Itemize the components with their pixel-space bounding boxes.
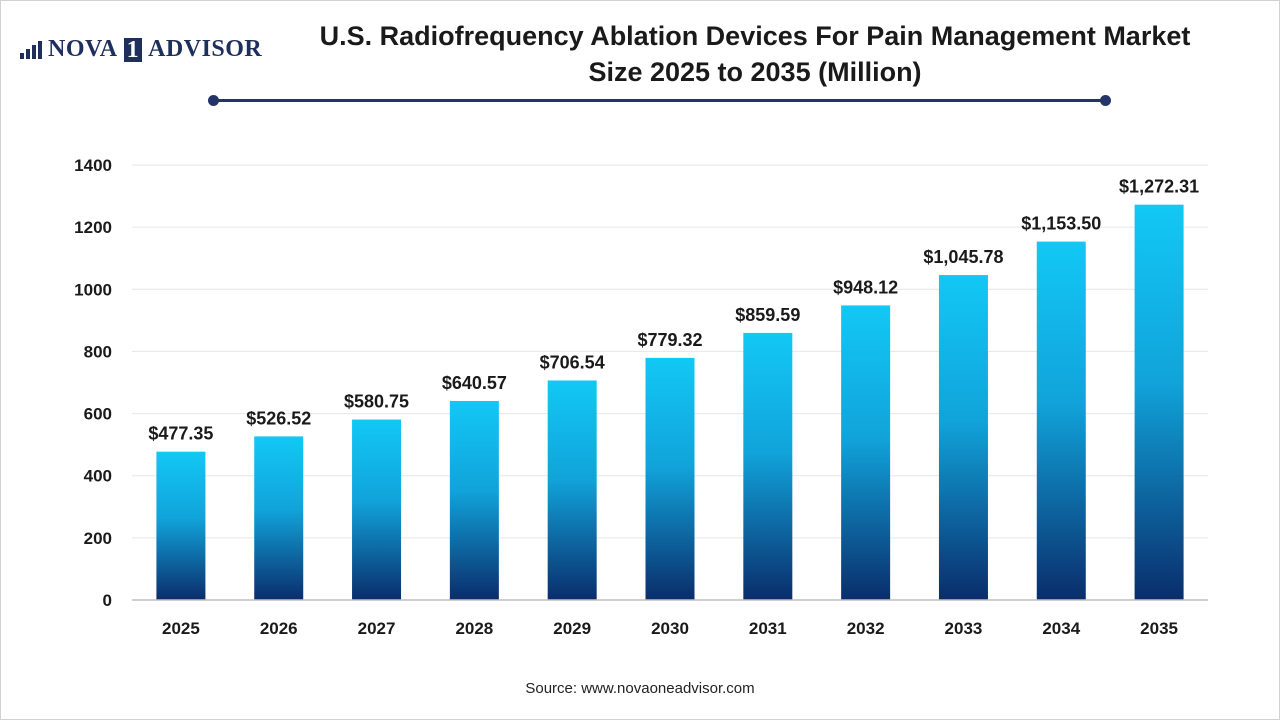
logo-bars-icon [20,40,42,59]
x-tick-label-2034: 2034 [1042,619,1080,638]
x-tick-label-2029: 2029 [553,619,591,638]
x-tick-label-2027: 2027 [358,619,396,638]
bar-2032 [841,305,891,600]
y-tick-label-600: 600 [84,405,112,424]
logo-text-right: ADVISOR [148,36,263,62]
title-divider-dot-left [208,95,219,106]
data-label-2034: $1,153.50 [1021,214,1101,234]
data-labels: $477.35 $526.52 $580.75 $640.57 $706.54 $779.… [148,177,1199,444]
bar-2029 [547,380,597,600]
data-label-2026: $526.52 [246,408,311,428]
logo-text-left: NOVA [48,36,118,62]
y-tick-label-1400: 1400 [74,156,112,175]
logo-text-box: 1 [123,37,143,62]
bar-2026 [254,436,304,600]
data-label-2033: $1,045.78 [923,247,1003,267]
chart-title-line2: Size 2025 to 2035 (Million) [588,57,922,87]
y-tick-label-1200: 1200 [74,218,112,237]
x-tick-label-2028: 2028 [455,619,493,638]
data-label-2030: $779.32 [637,330,702,350]
bars [156,204,1184,600]
bar-2034 [1036,241,1086,600]
y-tick-label-800: 800 [84,342,112,361]
data-label-2032: $948.12 [833,277,898,297]
nova-advisor-logo: NOVA 1 ADVISOR [20,36,262,63]
x-tick-label-2031: 2031 [749,619,787,638]
x-tick-label-2032: 2032 [847,619,885,638]
title-divider [213,99,1106,102]
data-label-2035: $1,272.31 [1119,177,1199,197]
bar-2031 [743,332,793,600]
bar-2027 [352,419,402,600]
data-label-2025: $477.35 [148,424,213,444]
x-tick-label-2035: 2035 [1140,619,1178,638]
x-tick-label-2030: 2030 [651,619,689,638]
y-tick-label-0: 0 [103,591,112,610]
x-axis-ticks: 2025 2026 2027 2028 2029 2030 2031 2032 2033 2034… [162,619,1178,638]
data-label-2031: $859.59 [735,305,800,325]
title-divider-dot-right [1100,95,1111,106]
bar-2025 [156,451,206,600]
chart-title: U.S. Radiofrequency Ablation Devices For… [270,18,1240,90]
y-tick-label-1000: 1000 [74,280,112,299]
bar-2033 [938,275,988,600]
bar-2030 [645,357,695,600]
y-tick-label-400: 400 [84,467,112,486]
bar-2028 [449,400,499,600]
y-tick-label-200: 200 [84,529,112,548]
data-label-2029: $706.54 [540,352,605,372]
y-axis-ticks: 0 200 400 600 800 1000 1200 1400 [74,156,112,610]
x-tick-label-2026: 2026 [260,619,298,638]
data-label-2028: $640.57 [442,373,507,393]
x-tick-label-2033: 2033 [945,619,983,638]
source-note: Source: www.novaoneadvisor.com [525,680,755,697]
x-tick-label-2025: 2025 [162,619,200,638]
chart-title-line1: U.S. Radiofrequency Ablation Devices For… [319,21,1191,51]
bar-2035 [1134,204,1184,600]
data-label-2027: $580.75 [344,392,409,412]
